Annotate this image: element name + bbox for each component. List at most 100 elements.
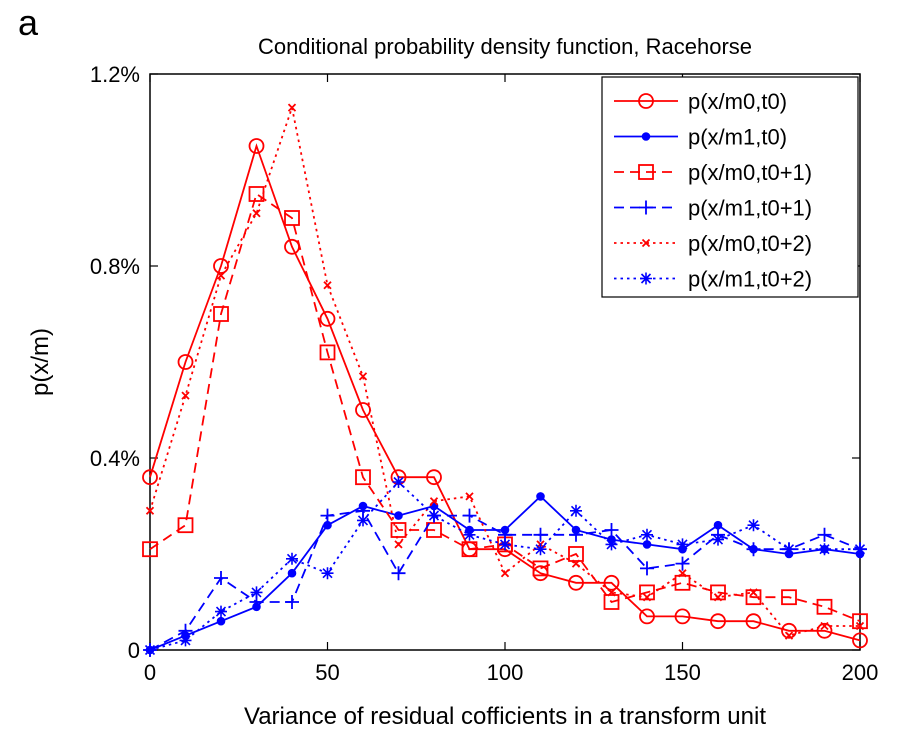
legend-label: p(x/m0,t0) [688, 89, 787, 114]
data-point [642, 540, 652, 549]
y-tick-label: 0.4% [90, 446, 140, 471]
data-point [639, 584, 655, 601]
x-tick-label: 150 [664, 660, 701, 685]
data-point [250, 586, 263, 599]
legend-label: p(x/m1,t0+1) [688, 196, 812, 221]
x-tick-label: 100 [487, 660, 524, 685]
data-point [284, 210, 300, 226]
data-point [142, 541, 158, 558]
series-layer [142, 103, 868, 657]
data-point [465, 492, 474, 501]
legend-entry: p(x/m0,t0) [614, 89, 787, 114]
data-point [177, 517, 194, 534]
series-line [149, 104, 860, 637]
data-point [248, 138, 265, 154]
data-point [319, 344, 336, 361]
data-point [216, 616, 226, 626]
data-point [745, 589, 762, 606]
x-axis-label: Variance of residual cofficients in a tr… [244, 703, 766, 730]
legend-marker [639, 200, 653, 215]
data-point [852, 613, 868, 630]
legend-entry: p(x/m1,t0+1) [614, 196, 812, 221]
data-point [603, 594, 620, 610]
data-point [816, 622, 833, 639]
data-point [355, 469, 371, 486]
data-point [461, 541, 478, 558]
data-point [817, 527, 832, 542]
data-point [319, 310, 336, 327]
data-point [181, 391, 190, 400]
legend-label: p(x/m0,t0+1) [688, 160, 812, 185]
data-point [568, 574, 584, 591]
y-axis-label: p(x/m) [27, 328, 54, 396]
data-point [781, 622, 797, 639]
data-point [145, 506, 155, 515]
data-point [536, 492, 545, 501]
data-point [603, 574, 620, 591]
data-point [358, 372, 368, 381]
data-point [781, 589, 797, 606]
data-point [323, 281, 332, 290]
legend-marker [641, 132, 651, 141]
data-point [855, 621, 865, 631]
data-point [746, 542, 761, 557]
data-point [710, 613, 726, 630]
data-point [675, 556, 690, 571]
data-point [784, 631, 794, 640]
y-tick-label: 0 [128, 638, 140, 663]
data-point [462, 508, 477, 523]
data-point [783, 543, 795, 556]
data-point [713, 593, 723, 602]
data-point [570, 504, 582, 517]
data-point [428, 509, 440, 522]
legend-label: p(x/m1,t0) [688, 125, 787, 150]
data-point [213, 258, 229, 274]
data-point [214, 571, 228, 585]
data-point [678, 569, 687, 578]
data-point [676, 538, 689, 551]
data-point [426, 469, 442, 486]
data-point [712, 533, 724, 546]
data-point [534, 543, 547, 556]
data-point [179, 634, 192, 647]
data-point [394, 511, 403, 520]
data-point [674, 608, 691, 625]
data-point [394, 540, 403, 549]
data-point [674, 574, 691, 591]
legend-entry: p(x/m0,t0+1) [614, 160, 812, 185]
series-5 [145, 103, 865, 640]
legend-marker [638, 93, 654, 109]
data-point [285, 595, 299, 609]
axis-ticks: 0 50 100 150 200 0 0.4% 0.8% 1.2% [90, 62, 879, 685]
chart-title: Conditional probability density function… [258, 34, 752, 59]
data-point [604, 523, 619, 537]
data-point [569, 527, 583, 542]
data-point [532, 560, 549, 577]
data-point [852, 632, 868, 649]
data-point [429, 497, 439, 506]
series-line [149, 480, 860, 651]
data-point [252, 209, 261, 218]
y-tick-label: 0.8% [90, 254, 140, 279]
data-point [248, 186, 265, 202]
legend-marker [640, 272, 652, 285]
legend-entry: p(x/m0,t0+2) [614, 231, 812, 256]
legend-marker [641, 238, 651, 248]
data-point [818, 543, 831, 556]
legend-marker [638, 164, 654, 180]
legend-box [601, 76, 859, 298]
series-line [149, 509, 861, 651]
y-tick-label: 1.2% [90, 62, 140, 87]
data-point [287, 568, 297, 578]
data-point [640, 561, 654, 576]
legend: p(x/m0,t0) p(x/m1,t0) p(x/m0,t0+1) p(x/m1,t… [601, 76, 859, 298]
data-point [463, 528, 476, 541]
data-point [216, 271, 226, 280]
legend-entry: p(x/m1,t0+2) [614, 267, 812, 292]
data-point [749, 588, 758, 597]
x-tick-label: 50 [315, 660, 339, 685]
data-point [642, 593, 652, 602]
data-point [390, 522, 407, 538]
panel-label: a [18, 2, 39, 43]
